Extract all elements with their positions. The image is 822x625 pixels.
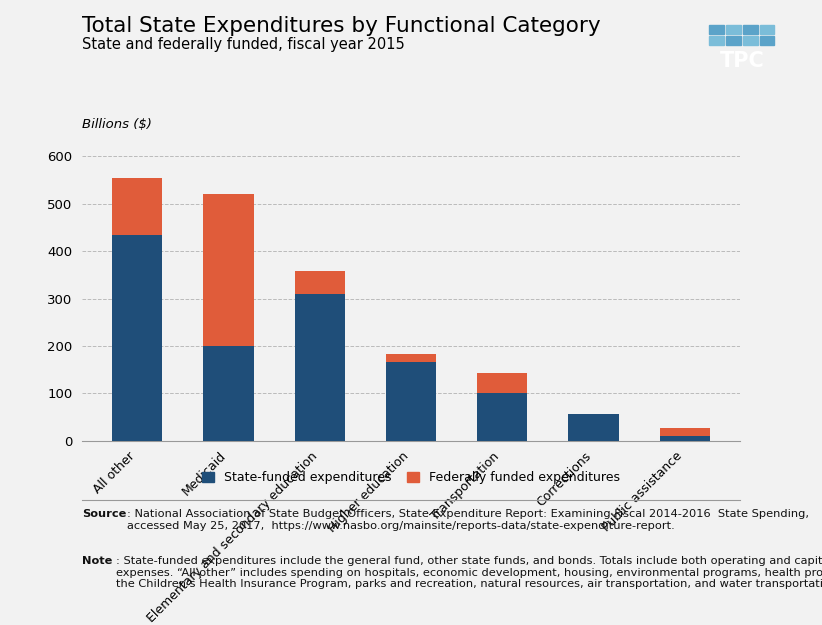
Bar	[726, 25, 741, 34]
Text: : National Association of State Budget Officers, State Expenditure Report: Exami: : National Association of State Budget O…	[127, 509, 810, 531]
Text: Billions ($): Billions ($)	[82, 118, 152, 131]
Bar	[660, 436, 710, 441]
Bar	[203, 346, 253, 441]
Bar	[294, 294, 345, 441]
Bar	[386, 354, 436, 362]
Text: State and federally funded, fiscal year 2015: State and federally funded, fiscal year …	[82, 38, 405, 53]
Text: Note: Note	[82, 556, 113, 566]
Text: TPC: TPC	[719, 51, 764, 71]
Bar	[112, 234, 162, 441]
Text: : State-funded expenditures include the general fund, other state funds, and bon: : State-funded expenditures include the …	[117, 556, 822, 589]
Bar	[726, 36, 741, 45]
Text: Total State Expenditures by Functional Category: Total State Expenditures by Functional C…	[82, 16, 601, 36]
Bar	[760, 25, 774, 34]
Legend: State-funded expenditures, Federally funded expenditures: State-funded expenditures, Federally fun…	[201, 471, 621, 484]
Bar	[709, 36, 724, 45]
Text: Source: Source	[82, 509, 127, 519]
Bar	[760, 36, 774, 45]
Bar	[709, 25, 724, 34]
Bar	[477, 393, 528, 441]
Bar	[569, 414, 619, 441]
Bar	[112, 177, 162, 234]
Bar	[386, 362, 436, 441]
Bar	[743, 25, 758, 34]
Bar	[294, 271, 345, 294]
Bar	[477, 373, 528, 393]
Bar	[660, 428, 710, 436]
Bar	[203, 194, 253, 346]
Bar	[743, 36, 758, 45]
